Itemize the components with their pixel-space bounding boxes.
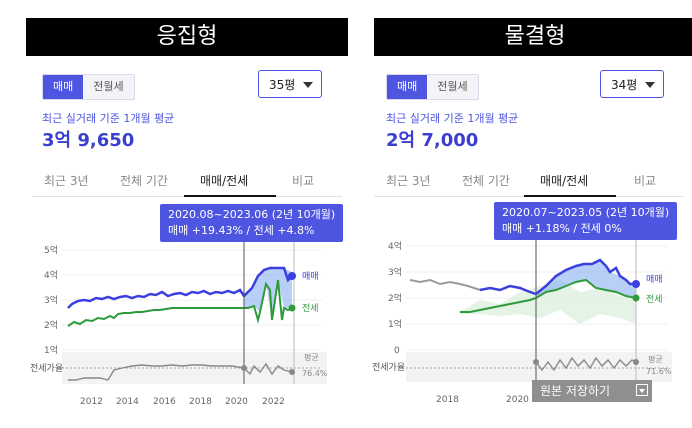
right-banner-title: 물결형: [374, 18, 692, 56]
right-panel: 물결형 매매 전월세 34평 최근 실거래 기준 1개월 평균 2억 7,000…: [370, 0, 692, 428]
left-xtick: 2012: [80, 397, 103, 407]
right-ratio-line: [535, 356, 637, 372]
left-banner-title: 응집형: [26, 18, 348, 56]
left-rent-endpoint: [288, 304, 296, 312]
right-ytick: 3억: [388, 266, 402, 278]
left-ytick: 1억: [44, 344, 58, 356]
left-ratio-line: [68, 362, 293, 381]
right-area-dropdown[interactable]: 34평: [600, 70, 664, 98]
chevron-down-icon: [645, 82, 655, 88]
right-sale-line: [479, 258, 636, 296]
left-area-value: 35평: [269, 78, 296, 92]
right-deal-type-toggle: 매매 전월세: [386, 74, 479, 100]
right-toggle-rent[interactable]: 전월세: [427, 75, 478, 99]
right-tab-bar: 최근 3년 전체 기간 매매/전세 비교: [374, 166, 684, 197]
right-tab-active-underline: [524, 195, 616, 197]
right-rent-band: [460, 280, 636, 324]
right-sale-endpoint: [632, 280, 640, 288]
right-ratio-end-dot: [633, 359, 639, 365]
right-price: 2억 7,000: [386, 130, 479, 151]
right-xtick: 2020: [506, 395, 529, 405]
left-tooltip-period: 2020.08~2023.06 (2년 10개월): [168, 208, 336, 221]
save-original-button[interactable]: 원본 저장하기: [532, 380, 652, 402]
left-price: 3억 9,650: [42, 130, 135, 151]
right-tab-recent[interactable]: 최근 3년: [386, 174, 431, 188]
right-tooltip-change: 매매 +1.18% / 전세 0%: [502, 222, 622, 235]
save-original-label: 원본 저장하기: [540, 384, 611, 398]
left-ratio-end-dot: [289, 369, 295, 375]
left-xtick: 2020: [225, 397, 248, 407]
right-ytick: 2억: [388, 292, 402, 304]
left-xtick: 2022: [262, 397, 285, 407]
left-xtick: 2018: [189, 397, 212, 407]
right-ratio-start-dot: [533, 359, 539, 365]
left-tab-active-underline: [184, 195, 276, 197]
right-ratio-label: 전세가율: [372, 362, 405, 373]
left-panel: 응집형 매매 전월세 35평 최근 실거래 기준 1개월 평균 3억 9,650…: [22, 0, 352, 428]
right-avg-label: 평균: [648, 354, 663, 364]
left-sale-endpoint: [288, 272, 296, 280]
left-tooltip-change: 매매 +19.43% / 전세 +4.8%: [168, 224, 315, 237]
left-xtick: 2014: [116, 397, 139, 407]
left-tab-all[interactable]: 전체 기간: [120, 174, 168, 188]
right-rent-endpoint: [632, 294, 640, 302]
right-avg-value: 71.6%: [646, 367, 672, 376]
right-ytick: 4억: [388, 240, 402, 252]
left-deal-type-toggle: 매매 전월세: [42, 74, 135, 100]
left-range-tooltip: 2020.08~2023.06 (2년 10개월) 매매 +19.43% / 전…: [160, 204, 344, 242]
right-tab-compare[interactable]: 비교: [634, 174, 657, 188]
right-rent-line: [460, 278, 637, 313]
left-tab-sale-rent[interactable]: 매매/전세: [200, 174, 249, 188]
left-xtick: 2016: [153, 397, 176, 407]
left-avg-value: 76.4%: [302, 369, 328, 378]
left-tab-bar: 최근 3년 전체 기간 매매/전세 비교: [32, 166, 342, 197]
left-gap-area: [244, 268, 292, 320]
right-toggle-sale[interactable]: 매매: [387, 75, 428, 99]
chevron-down-icon: [303, 82, 313, 88]
dropdown-icon[interactable]: [636, 384, 648, 396]
left-ytick: 5억: [44, 244, 58, 256]
right-xtick: 2018: [436, 395, 459, 405]
left-area-dropdown[interactable]: 35평: [258, 70, 322, 98]
left-rent-line: [67, 279, 293, 327]
right-tab-all[interactable]: 전체 기간: [462, 174, 510, 188]
right-area-value: 34평: [611, 78, 638, 92]
left-ratio-label: 전세가율: [30, 363, 63, 374]
left-sale-line: [67, 266, 293, 309]
left-ytick: 3억: [44, 294, 58, 306]
left-ytick: 2억: [44, 319, 58, 331]
left-toggle-rent[interactable]: 전월세: [83, 75, 134, 99]
right-range-tooltip: 2020.07~2023.05 (2년 10개월) 매매 +1.18% / 전세…: [494, 202, 678, 240]
left-tab-recent[interactable]: 최근 3년: [44, 174, 89, 188]
right-subtitle: 최근 실거래 기준 1개월 평균: [386, 112, 519, 125]
left-legend-rent: 전세: [302, 303, 319, 314]
right-sale-history-line: [409, 278, 481, 291]
right-price-chart[interactable]: 4억 3억 2억 1억 0 전세가율 2018 2020 2022 매매 전세 …: [370, 200, 692, 410]
right-ytick: 0: [394, 346, 400, 356]
right-tooltip-period: 2020.07~2023.05 (2년 10개월): [502, 206, 670, 219]
left-tab-compare[interactable]: 비교: [292, 174, 315, 188]
left-legend-sale: 매매: [302, 271, 319, 282]
right-ytick: 1억: [388, 318, 402, 330]
right-tab-sale-rent[interactable]: 매매/전세: [540, 174, 589, 188]
left-ratio-start-dot: [241, 365, 247, 371]
left-price-chart[interactable]: 5억 4억 3억 2억 1억 전세가율 2012 2014 2016 2018 …: [22, 200, 352, 410]
left-ytick: 4억: [44, 269, 58, 281]
right-legend-sale: 매매: [646, 274, 663, 285]
left-avg-label: 평균: [304, 352, 319, 362]
left-toggle-sale[interactable]: 매매: [43, 75, 84, 99]
right-legend-rent: 전세: [646, 294, 663, 305]
left-subtitle: 최근 실거래 기준 1개월 평균: [42, 112, 175, 125]
